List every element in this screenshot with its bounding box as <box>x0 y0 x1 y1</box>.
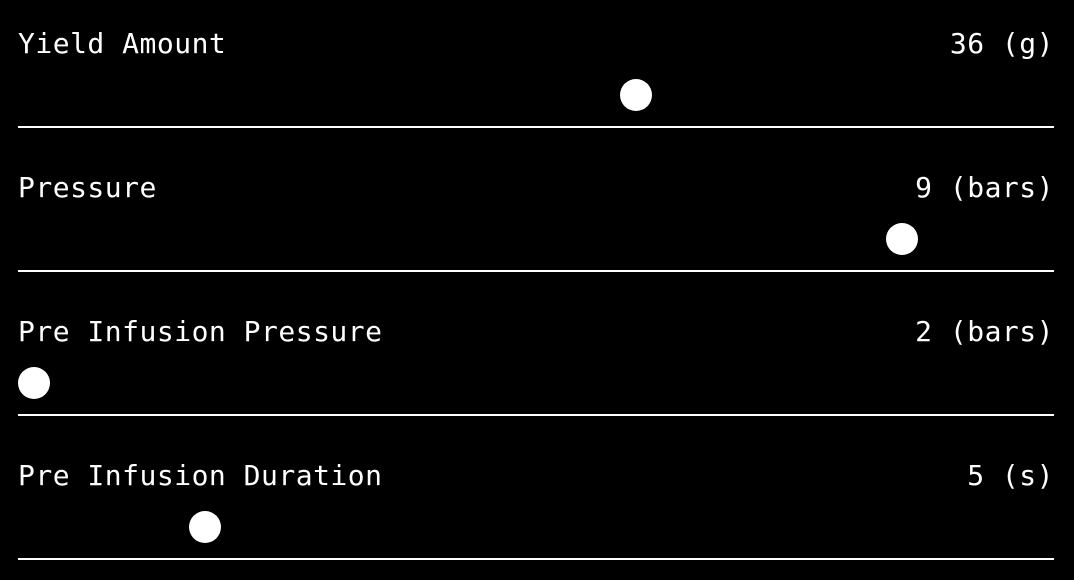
slider-row-pre-infusion-pressure: Pre Infusion Pressure 2 (bars) <box>18 288 1054 416</box>
slider-thumb[interactable] <box>886 223 919 255</box>
divider <box>18 270 1054 272</box>
slider-value: 36 (g) <box>949 27 1054 60</box>
slider-value: 2 (bars) <box>915 315 1054 348</box>
divider <box>18 558 1054 560</box>
pressure-slider[interactable] <box>18 222 1054 256</box>
pre-infusion-duration-slider[interactable] <box>18 510 1054 544</box>
yield-amount-slider[interactable] <box>18 78 1054 112</box>
slider-thumb[interactable] <box>620 79 653 111</box>
slider-row-pressure: Pressure 9 (bars) <box>18 144 1054 272</box>
slider-label: Pre Infusion Pressure <box>18 315 383 348</box>
slider-row-pre-infusion-duration: Pre Infusion Duration 5 (s) <box>18 432 1054 560</box>
slider-value: 9 (bars) <box>915 171 1054 204</box>
slider-thumb[interactable] <box>18 367 50 399</box>
divider <box>18 126 1054 128</box>
pre-infusion-pressure-slider[interactable] <box>18 366 1054 400</box>
slider-label: Pressure <box>18 171 157 204</box>
slider-row-yield-amount: Yield Amount 36 (g) <box>18 0 1054 128</box>
slider-thumb[interactable] <box>188 511 221 543</box>
slider-label: Pre Infusion Duration <box>18 459 383 492</box>
divider <box>18 414 1054 416</box>
slider-value: 5 (s) <box>967 459 1054 492</box>
slider-label: Yield Amount <box>18 27 227 60</box>
